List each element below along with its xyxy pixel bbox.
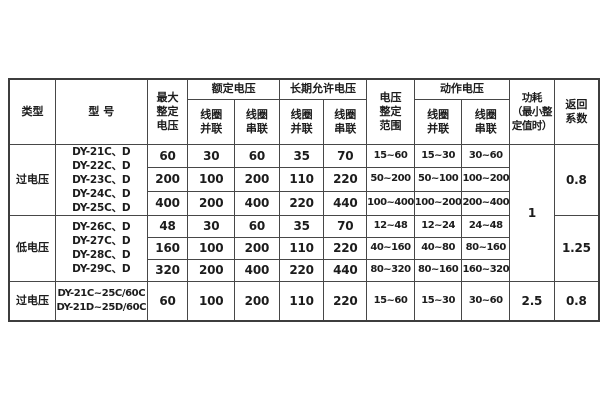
cell-operating-parallel: 12~24 — [413, 214, 463, 238]
header-group-operating-voltage: 动作电压 — [413, 78, 511, 100]
cell-rated-parallel: 100 — [187, 280, 236, 322]
cell-longterm-series: 440 — [323, 190, 368, 216]
header-group-rated-voltage: 额定电压 — [187, 78, 280, 100]
cell-return-coefficient: 0.8 — [553, 280, 600, 322]
cell-longterm-series: 70 — [323, 143, 368, 169]
relay-spec-table: 类型 型 号 最大 整定 电压 额定电压 长期允许电压 电压 整定 范围 动作电… — [8, 78, 600, 322]
cell-operating-series: 100~200 — [461, 167, 511, 192]
cell-rated-series: 200 — [234, 236, 280, 260]
cell-max-setting: 60 — [146, 143, 189, 169]
cell-max-setting: 160 — [146, 236, 189, 260]
cell-operating-series: 30~60 — [461, 280, 511, 322]
header-row-groups: 类型 型 号 最大 整定 电压 额定电压 长期允许电压 电压 整定 范围 动作电… — [8, 78, 600, 145]
cell-longterm-parallel: 35 — [278, 214, 325, 238]
cell-operating-parallel: 40~80 — [413, 236, 463, 260]
header-row-subcolumns: 线圈 并联 线圈 串联 线圈 并联 线圈 串联 线圈 并联 线圈 串联 — [9, 98, 599, 145]
header-operating-coil-parallel: 线圈 并联 — [413, 98, 463, 145]
header-voltage-setting-range: 电压 整定 范围 — [366, 78, 415, 145]
header-power-consumption: 功耗 （最小整 定值时） — [509, 78, 555, 145]
cell-max-setting: 400 — [146, 190, 189, 216]
cell-setting-range: 15~60 — [366, 280, 415, 322]
cell-operating-parallel: 50~100 — [413, 167, 463, 192]
cell-operating-series: 24~48 — [461, 214, 511, 238]
cell-operating-parallel: 15~30 — [413, 143, 463, 169]
cell-return-coefficient: 0.8 — [553, 143, 600, 216]
cell-rated-series: 60 — [234, 143, 280, 169]
cell-rated-series: 60 — [234, 214, 280, 238]
cell-max-setting: 320 — [146, 258, 189, 282]
cell-longterm-series: 70 — [323, 214, 368, 238]
model-list: DY-26C、D DY-27C、D DY-28C、D DY-29C、D — [54, 214, 148, 282]
cell-rated-series: 400 — [234, 258, 280, 282]
cell-setting-range: 100~400 — [366, 190, 415, 216]
header-longterm-coil-parallel: 线圈 并联 — [278, 98, 325, 145]
header-type: 类型 — [8, 78, 56, 145]
header-operating-coil-series: 线圈 串联 — [461, 98, 511, 145]
data-row: 160 100 200 110 220 40~160 40~80 80~160 — [9, 236, 599, 260]
cell-longterm-series: 220 — [323, 280, 368, 322]
cell-rated-series: 200 — [234, 280, 280, 322]
type-undervoltage: 低电压 — [8, 214, 56, 282]
cell-rated-parallel: 100 — [187, 236, 236, 260]
cell-setting-range: 50~200 — [366, 167, 415, 192]
header-rated-coil-series: 线圈 串联 — [234, 98, 280, 145]
cell-longterm-parallel: 110 — [278, 167, 325, 192]
cell-setting-range: 15~60 — [366, 143, 415, 169]
cell-power-consumption: 2.5 — [509, 280, 555, 322]
header-rated-coil-parallel: 线圈 并联 — [187, 98, 236, 145]
cell-power-consumption: 1 — [509, 143, 555, 282]
cell-longterm-series: 220 — [323, 236, 368, 260]
cell-operating-series: 80~160 — [461, 236, 511, 260]
cell-return-coefficient: 1.25 — [553, 214, 600, 282]
data-row: 400 200 400 220 440 100~400 100~200 200~… — [9, 190, 599, 216]
cell-setting-range: 80~320 — [366, 258, 415, 282]
data-row: 过电压 DY-21C~25C/60C DY-21D~25D/60C 60 100… — [8, 280, 600, 322]
cell-rated-parallel: 30 — [187, 214, 236, 238]
header-group-longterm-voltage: 长期允许电压 — [278, 78, 368, 100]
cell-rated-parallel: 200 — [187, 258, 236, 282]
cell-longterm-parallel: 220 — [278, 258, 325, 282]
cell-rated-parallel: 200 — [187, 190, 236, 216]
header-return-coefficient: 返回 系数 — [553, 78, 600, 145]
type-overvoltage: 过电压 — [8, 280, 56, 322]
cell-longterm-parallel: 35 — [278, 143, 325, 169]
cell-rated-parallel: 100 — [187, 167, 236, 192]
cell-operating-series: 160~320 — [461, 258, 511, 282]
header-longterm-coil-series: 线圈 串联 — [323, 98, 368, 145]
data-row: 过电压 DY-21C、D DY-22C、D DY-23C、D DY-24C、D … — [8, 143, 600, 282]
cell-setting-range: 12~48 — [366, 214, 415, 238]
cell-rated-series: 400 — [234, 190, 280, 216]
cell-operating-series: 200~400 — [461, 190, 511, 216]
cell-setting-range: 40~160 — [366, 236, 415, 260]
cell-longterm-series: 440 — [323, 258, 368, 282]
cell-operating-series: 30~60 — [461, 143, 511, 169]
cell-longterm-series: 220 — [323, 167, 368, 192]
cell-longterm-parallel: 220 — [278, 190, 325, 216]
cell-operating-parallel: 15~30 — [413, 280, 463, 322]
cell-operating-parallel: 100~200 — [413, 190, 463, 216]
cell-max-setting: 48 — [146, 214, 189, 238]
model-list: DY-21C、D DY-22C、D DY-23C、D DY-24C、D DY-2… — [54, 143, 148, 216]
cell-rated-series: 200 — [234, 167, 280, 192]
cell-max-setting: 200 — [146, 167, 189, 192]
cell-rated-parallel: 30 — [187, 143, 236, 169]
model-list: DY-21C~25C/60C DY-21D~25D/60C — [54, 280, 148, 322]
cell-max-setting: 60 — [146, 280, 189, 322]
cell-longterm-parallel: 110 — [278, 236, 325, 260]
header-max-setting-voltage: 最大 整定 电压 — [146, 78, 189, 145]
type-overvoltage: 过电压 — [8, 143, 56, 216]
header-model: 型 号 — [54, 78, 148, 145]
cell-operating-parallel: 80~160 — [413, 258, 463, 282]
cell-longterm-parallel: 110 — [278, 280, 325, 322]
